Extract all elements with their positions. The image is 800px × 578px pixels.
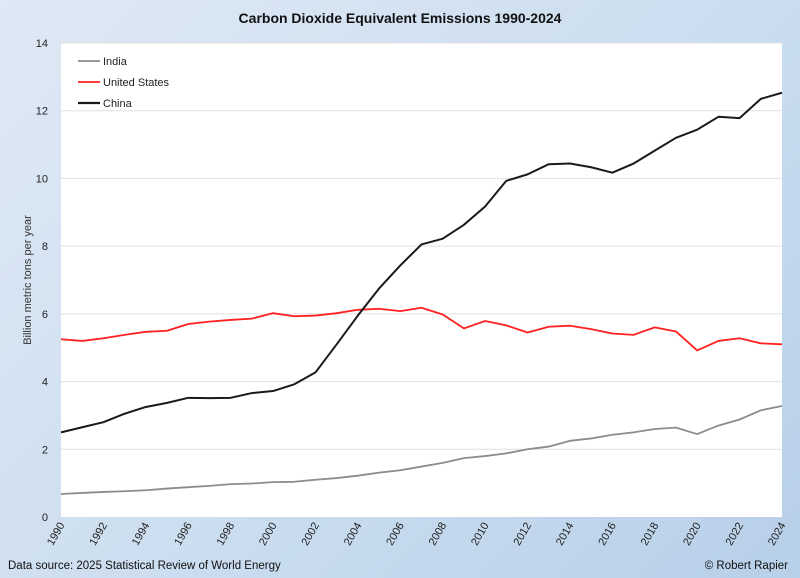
chart-title: Carbon Dioxide Equivalent Emissions 1990… <box>238 10 562 26</box>
y-tick-label: 2 <box>42 444 48 456</box>
y-tick-label: 4 <box>42 377 48 389</box>
legend-label: United States <box>103 77 170 89</box>
plot-area <box>61 43 782 517</box>
y-tick-label: 8 <box>42 241 48 253</box>
x-tick-label: 2014 <box>554 521 577 548</box>
y-tick-label: 12 <box>36 106 48 118</box>
y-tick-label: 14 <box>36 38 48 50</box>
x-tick-label: 1990 <box>45 521 68 548</box>
credit: © Robert Rapier <box>704 560 788 572</box>
x-tick-label: 2004 <box>342 521 365 548</box>
legend-label: India <box>103 56 128 68</box>
data-source: Data source: 2025 Statistical Review of … <box>8 560 281 572</box>
x-tick-label: 2024 <box>766 521 789 548</box>
y-tick-label: 0 <box>42 512 48 524</box>
x-tick-label: 2002 <box>299 521 322 548</box>
x-tick-label: 2000 <box>257 521 280 548</box>
x-tick-label: 2010 <box>469 521 492 548</box>
x-tick-label: 1994 <box>130 521 153 548</box>
x-tick-label: 2008 <box>427 521 450 548</box>
series-line-united-states <box>60 306 783 352</box>
x-tick-label: 2006 <box>384 521 407 548</box>
y-axis-label: Billion metric tons per year <box>22 215 34 345</box>
x-tick-label: 1996 <box>172 521 195 548</box>
x-tick-label: 2018 <box>639 521 662 548</box>
x-tick-label: 2016 <box>596 521 619 548</box>
x-tick-label: 1992 <box>87 521 110 548</box>
x-tick-label: 1998 <box>215 521 238 548</box>
x-tick-label: 2012 <box>511 521 534 548</box>
x-tick-label: 2022 <box>724 521 747 548</box>
series-line-china <box>60 91 783 434</box>
x-tick-label: 2020 <box>681 521 704 548</box>
legend-label: China <box>103 98 133 110</box>
y-tick-label: 10 <box>36 173 48 185</box>
series-line-india <box>60 405 783 495</box>
y-tick-label: 6 <box>42 309 48 321</box>
